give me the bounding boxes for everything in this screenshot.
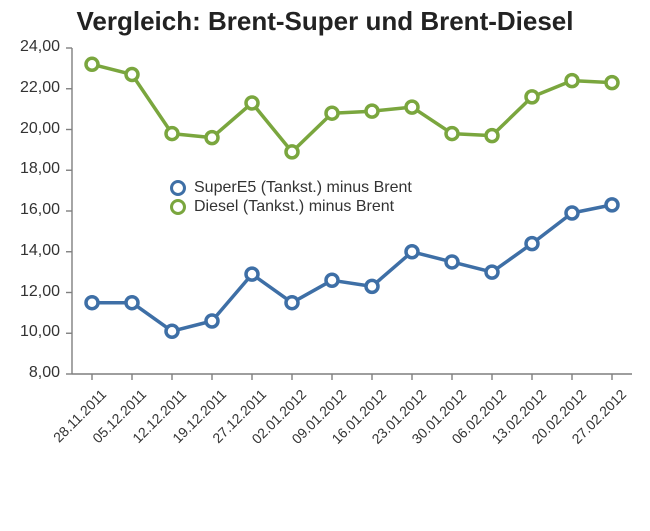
marker-super	[86, 297, 98, 309]
y-axis-label: 24,00	[4, 38, 60, 56]
y-axis-label: 8,00	[4, 364, 60, 382]
marker-super	[326, 274, 338, 286]
marker-super	[166, 325, 178, 337]
marker-diesel	[606, 77, 618, 89]
marker-diesel	[326, 107, 338, 119]
y-axis-label: 10,00	[4, 323, 60, 341]
y-axis-label: 14,00	[4, 242, 60, 260]
y-axis-label: 22,00	[4, 79, 60, 97]
marker-super	[286, 297, 298, 309]
marker-diesel	[246, 97, 258, 109]
y-axis-label: 12,00	[4, 283, 60, 301]
marker-diesel	[126, 68, 138, 80]
y-axis-label: 18,00	[4, 160, 60, 178]
marker-diesel	[86, 58, 98, 70]
marker-super	[526, 238, 538, 250]
marker-super	[566, 207, 578, 219]
marker-super	[486, 266, 498, 278]
series-line-super	[92, 205, 612, 331]
marker-diesel	[406, 101, 418, 113]
marker-diesel	[446, 128, 458, 140]
marker-super	[406, 246, 418, 258]
marker-super	[366, 280, 378, 292]
marker-diesel	[486, 130, 498, 142]
y-axis-label: 20,00	[4, 120, 60, 138]
marker-diesel	[206, 132, 218, 144]
chart-svg	[0, 0, 650, 531]
marker-super	[246, 268, 258, 280]
marker-diesel	[286, 146, 298, 158]
marker-diesel	[166, 128, 178, 140]
chart-container: Vergleich: Brent-Super und Brent-Diesel …	[0, 0, 650, 531]
marker-diesel	[566, 75, 578, 87]
marker-super	[446, 256, 458, 268]
marker-diesel	[526, 91, 538, 103]
marker-super	[206, 315, 218, 327]
marker-super	[126, 297, 138, 309]
marker-diesel	[366, 105, 378, 117]
y-axis-label: 16,00	[4, 201, 60, 219]
marker-super	[606, 199, 618, 211]
